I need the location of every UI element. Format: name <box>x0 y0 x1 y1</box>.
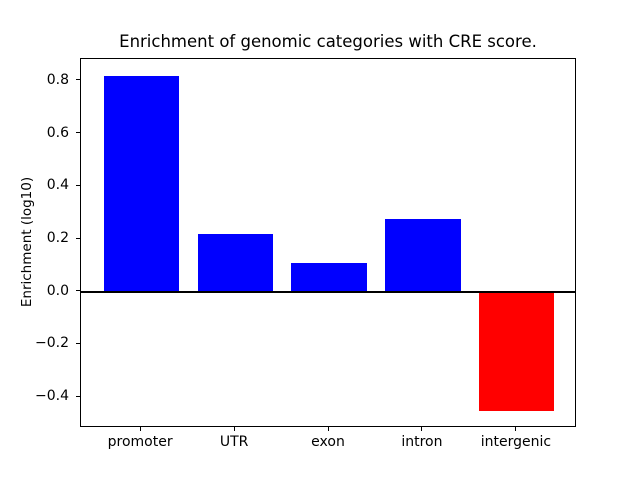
x-tick-mark <box>515 427 517 431</box>
y-tick-label: 0.6 <box>46 124 69 141</box>
x-tick-mark <box>421 427 423 431</box>
y-tick-mark <box>76 342 80 344</box>
bar-intron <box>385 219 461 292</box>
bar-exon <box>291 262 367 292</box>
y-tick-label: 0.2 <box>46 230 69 246</box>
x-tick-label-promoter: promoter <box>107 434 173 450</box>
bar-UTR <box>197 233 273 292</box>
x-tick-label-intergenic: intergenic <box>480 434 552 450</box>
y-tick-label: 0.8 <box>46 71 69 88</box>
chart-title: Enrichment of genomic categories with CR… <box>119 32 537 51</box>
x-tick-label-intron: intron <box>401 434 443 450</box>
x-tick-label-UTR: UTR <box>219 434 249 450</box>
y-tick-mark <box>76 290 80 292</box>
y-tick-label: −0.4 <box>35 388 69 405</box>
bar-promoter <box>103 75 179 292</box>
x-tick-mark <box>139 427 141 431</box>
y-tick-mark <box>76 395 80 397</box>
plot-area <box>80 58 576 427</box>
y-tick-label: −0.2 <box>35 335 69 352</box>
x-tick-mark <box>233 427 235 431</box>
y-tick-mark <box>76 132 80 134</box>
y-tick-label: 0.0 <box>46 282 69 299</box>
y-tick-mark <box>76 184 80 186</box>
bar-intergenic <box>479 291 555 411</box>
y-tick-mark <box>76 79 80 81</box>
x-tick-label-exon: exon <box>311 434 345 450</box>
x-tick-mark <box>327 427 329 431</box>
zero-line <box>81 290 575 293</box>
y-tick-mark <box>76 237 80 239</box>
y-tick-label: 0.4 <box>46 177 69 194</box>
